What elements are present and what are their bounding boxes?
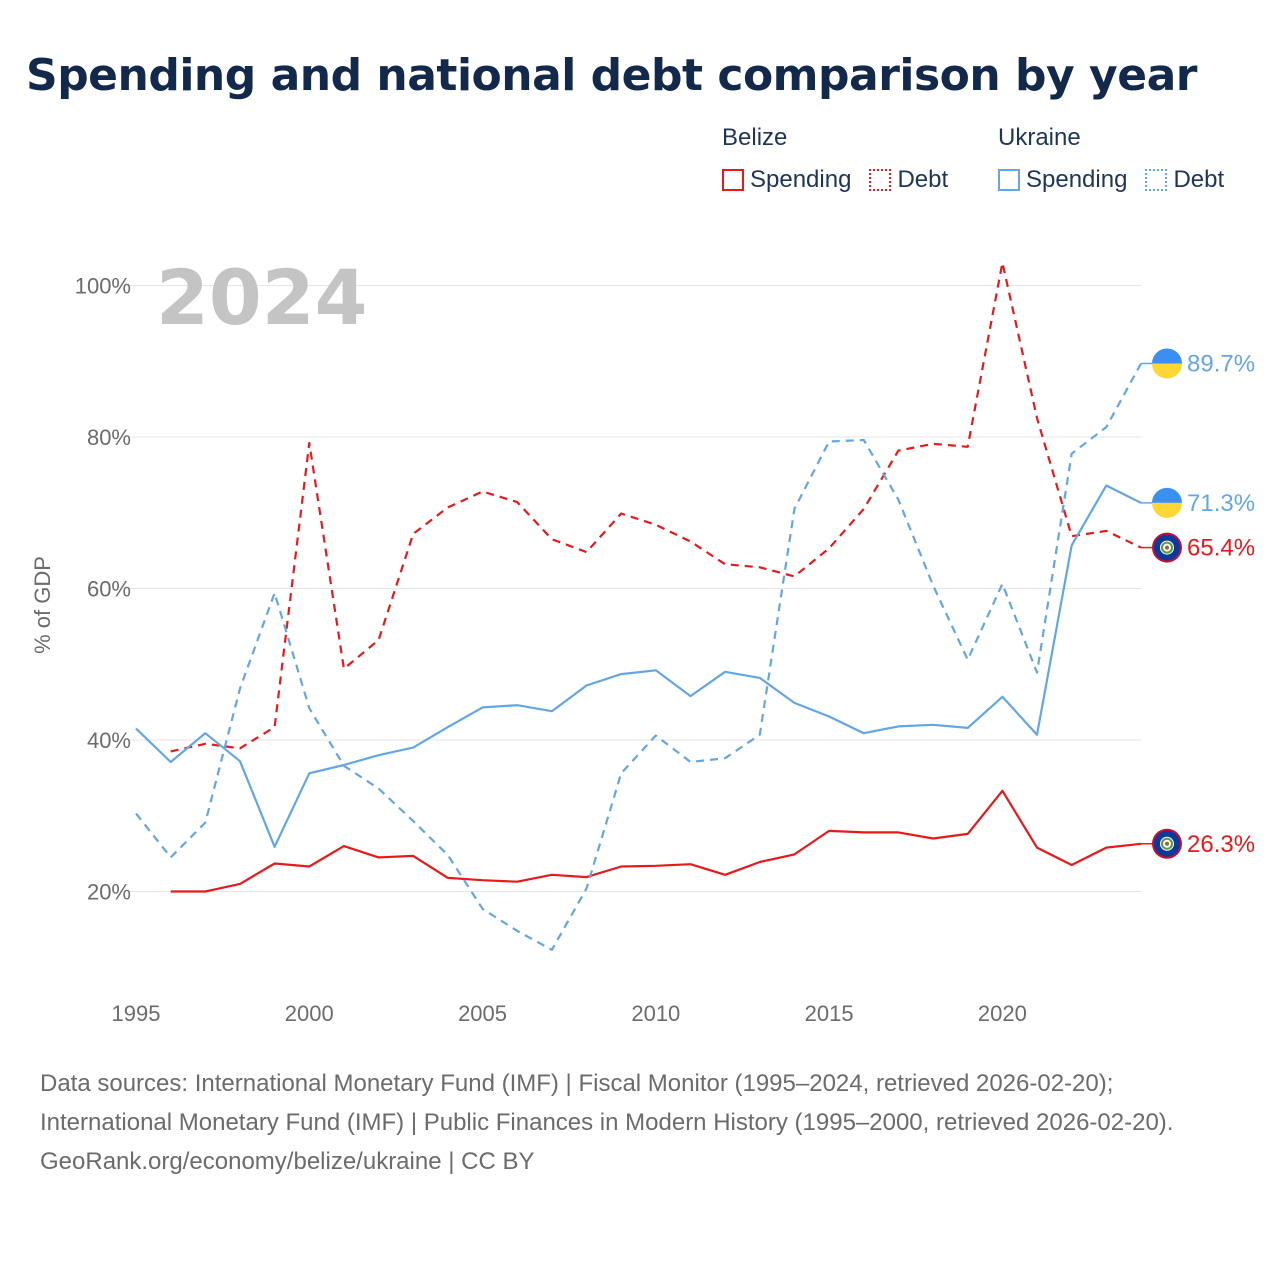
legend-belize: Belize Spending Debt	[722, 124, 948, 194]
series-line-belize-debt[interactable]	[170, 261, 1142, 753]
end-value-label: 26.3%	[1187, 831, 1255, 858]
x-tick-label: 2010	[631, 1001, 680, 1026]
chart-title: Spending and national debt comparison by…	[26, 50, 1197, 101]
legend-swatch	[998, 169, 1020, 191]
current-year-label: 2024	[156, 253, 368, 342]
credit-link[interactable]: GeoRank.org/economy/belize/ukraine | CC …	[40, 1148, 535, 1175]
y-tick-label: 20%	[87, 880, 131, 905]
legend-swatch	[722, 169, 744, 191]
y-axis-label: % of GDP	[30, 556, 55, 654]
series-line-ukraine-debt[interactable]	[135, 362, 1142, 951]
y-tick-label: 80%	[87, 425, 131, 450]
x-tick-label: 2020	[978, 1001, 1027, 1026]
legend-ukraine: Ukraine Spending Debt	[998, 124, 1224, 194]
legend-swatch	[869, 169, 892, 191]
belize-flag-icon	[1152, 828, 1182, 859]
y-tick-label: 40%	[87, 728, 131, 753]
legend-label: Debt	[897, 166, 949, 193]
legend-group-name: Ukraine	[998, 124, 1081, 151]
x-tick-label: 2000	[285, 1001, 334, 1026]
gridlines: 20% 40% 60% 80% 100% 1995 2000 2005 2010 2015 2020	[75, 273, 1141, 1026]
series-line-ukraine-spending[interactable]	[135, 484, 1142, 848]
end-value-label: 65.4%	[1187, 535, 1255, 562]
legend-group-name: Belize	[722, 124, 788, 151]
legend-label: Debt	[1173, 166, 1225, 193]
ukraine-flag-icon	[1152, 348, 1182, 379]
x-tick-label: 2015	[805, 1001, 854, 1026]
data-sources: Data sources: International Monetary Fun…	[40, 1070, 1174, 1136]
y-tick-label: 100%	[75, 273, 131, 298]
end-value-label: 71.3%	[1187, 490, 1255, 517]
legend-item-belize-spending[interactable]: Spending	[722, 166, 851, 194]
series-line-belize-spending[interactable]	[170, 789, 1142, 893]
footer: Data sources: International Monetary Fun…	[40, 1064, 1240, 1181]
series-lines	[135, 261, 1142, 951]
end-labels: 26.3% 65.4% 71.3% 89.7%	[1141, 348, 1255, 859]
end-value-label: 89.7%	[1187, 350, 1255, 377]
legend-item-ukraine-spending[interactable]: Spending	[998, 166, 1127, 194]
belize-flag-icon	[1152, 532, 1182, 563]
legend-label: Spending	[1026, 166, 1128, 193]
legend-swatch	[1145, 169, 1168, 191]
x-tick-label: 2005	[458, 1001, 507, 1026]
x-tick-label: 1995	[112, 1001, 161, 1026]
legend-item-ukraine-debt[interactable]: Debt	[1145, 166, 1224, 194]
legend-label: Spending	[750, 166, 852, 193]
y-tick-label: 60%	[87, 576, 131, 601]
legend-item-belize-debt[interactable]: Debt	[869, 166, 948, 194]
ukraine-flag-icon	[1152, 487, 1182, 518]
